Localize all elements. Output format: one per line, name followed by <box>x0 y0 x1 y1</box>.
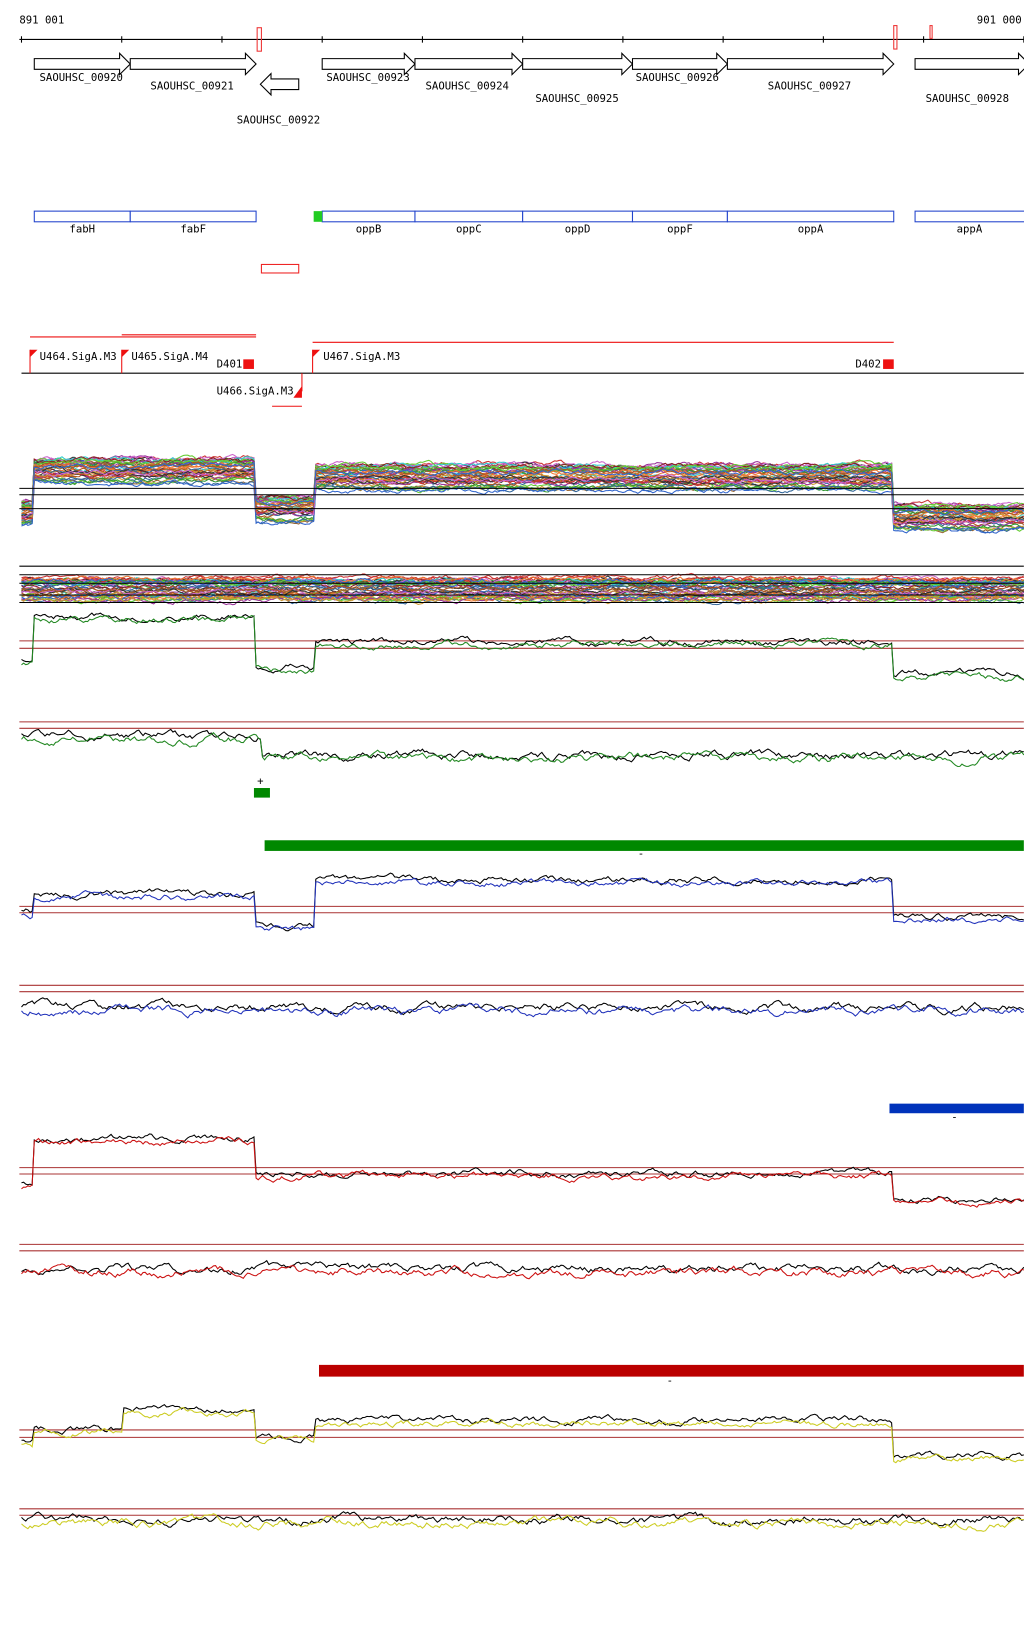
gene-name: fabF <box>180 222 206 235</box>
gene-name: appA <box>957 222 983 235</box>
promoter-flag <box>30 349 38 358</box>
gene-name: oppF <box>667 222 693 235</box>
promoter-label: U467.SigA.M3 <box>323 350 400 363</box>
gene-label: SAOUHSC_00927 <box>768 79 851 92</box>
gene-box <box>414 210 524 223</box>
expression-trace <box>21 456 1024 512</box>
scale-end: 901 000 <box>977 13 1022 26</box>
condition-trace <box>21 872 1024 932</box>
expression-trace <box>21 461 1024 518</box>
gene-arrow <box>414 52 524 76</box>
expression-trace <box>21 461 1024 516</box>
promoter-flag <box>121 349 130 358</box>
gene-label: SAOUHSC_00924 <box>426 79 509 92</box>
condition-trace <box>21 1263 1024 1280</box>
terminator-label: D402 <box>855 358 881 371</box>
condition-trace <box>21 877 1024 931</box>
expression-trace <box>21 587 1024 600</box>
gene-arrow <box>129 52 257 76</box>
gene-box <box>914 210 1024 223</box>
ruler-marker <box>893 25 898 50</box>
gene-arrow <box>522 52 634 76</box>
condition-trace <box>21 1513 1024 1532</box>
gene-label: SAOUHSC_00926 <box>636 71 719 84</box>
expression-trace <box>21 595 1024 605</box>
gene-label: SAOUHSC_00928 <box>926 92 1009 105</box>
gene-label: SAOUHSC_00920 <box>40 71 123 84</box>
gene-box <box>631 210 728 223</box>
promoter-label: U466.SigA.M3 <box>217 384 294 397</box>
promoter-label: U464.SigA.M3 <box>40 350 117 363</box>
green-bar <box>253 788 270 798</box>
gene-box <box>522 210 634 223</box>
red-bar <box>318 1364 1024 1377</box>
strand-mark: - <box>951 1111 957 1124</box>
gene-arrow <box>726 52 895 76</box>
gene-box <box>726 210 895 223</box>
gene-name: oppB <box>356 222 382 235</box>
terminator <box>883 359 894 369</box>
expression-trace <box>21 458 1024 512</box>
gene-arrow <box>321 52 416 76</box>
condition-trace <box>21 732 1024 768</box>
green-marker <box>313 211 323 222</box>
condition-trace <box>21 1407 1024 1464</box>
expression-trace <box>21 577 1024 588</box>
scale-start: 891 001 <box>19 13 64 26</box>
promoter-label: U465.SigA.M4 <box>131 350 208 363</box>
promoter-flag <box>293 386 302 398</box>
expression-trace <box>21 471 1024 525</box>
ruler-marker <box>929 25 933 39</box>
terminator-label: D401 <box>217 358 243 371</box>
gene-name: oppD <box>565 222 591 235</box>
green-bar <box>264 840 1024 851</box>
gene-label: SAOUHSC_00921 <box>150 79 233 92</box>
gene-box <box>321 210 416 223</box>
gene-arrow <box>631 52 729 76</box>
expression-trace <box>21 572 1024 583</box>
condition-trace <box>21 1133 1024 1205</box>
condition-trace <box>21 1511 1024 1528</box>
condition-trace <box>21 1135 1024 1208</box>
condition-trace <box>21 1259 1024 1277</box>
gene-name: oppC <box>456 222 482 235</box>
gene-box <box>33 210 131 223</box>
condition-trace <box>21 614 1024 682</box>
blue-bar <box>889 1103 1024 1114</box>
gene-name: oppA <box>798 222 824 235</box>
gene-label: SAOUHSC_00923 <box>326 71 409 84</box>
red-box <box>260 263 300 274</box>
gene-name: fabH <box>69 222 95 235</box>
gene-arrow <box>914 52 1024 76</box>
strand-mark: + <box>257 775 263 788</box>
gene-arrow <box>259 72 300 97</box>
condition-trace <box>21 1002 1024 1019</box>
condition-trace <box>21 612 1024 681</box>
ruler-marker <box>256 27 262 52</box>
expression-trace <box>21 455 1024 511</box>
expression-trace <box>21 476 1024 534</box>
expression-trace <box>21 468 1024 525</box>
condition-trace <box>21 997 1024 1016</box>
expression-trace <box>21 477 1024 534</box>
strand-mark: - <box>667 1374 673 1387</box>
condition-trace <box>21 1403 1024 1461</box>
expression-trace <box>21 590 1024 602</box>
gene-box <box>129 210 257 223</box>
gene-label: SAOUHSC_00925 <box>535 92 618 105</box>
expression-trace <box>21 584 1024 594</box>
gene-label: SAOUHSC_00922 <box>237 113 320 126</box>
expression-trace <box>21 577 1024 588</box>
expression-trace <box>21 472 1024 529</box>
expression-trace <box>21 575 1024 586</box>
expression-trace <box>21 465 1024 523</box>
promoter-flag <box>312 349 321 358</box>
strand-mark: - <box>638 847 644 860</box>
terminator <box>243 359 254 369</box>
gene-arrow <box>33 52 132 76</box>
expression-trace <box>21 456 1024 513</box>
